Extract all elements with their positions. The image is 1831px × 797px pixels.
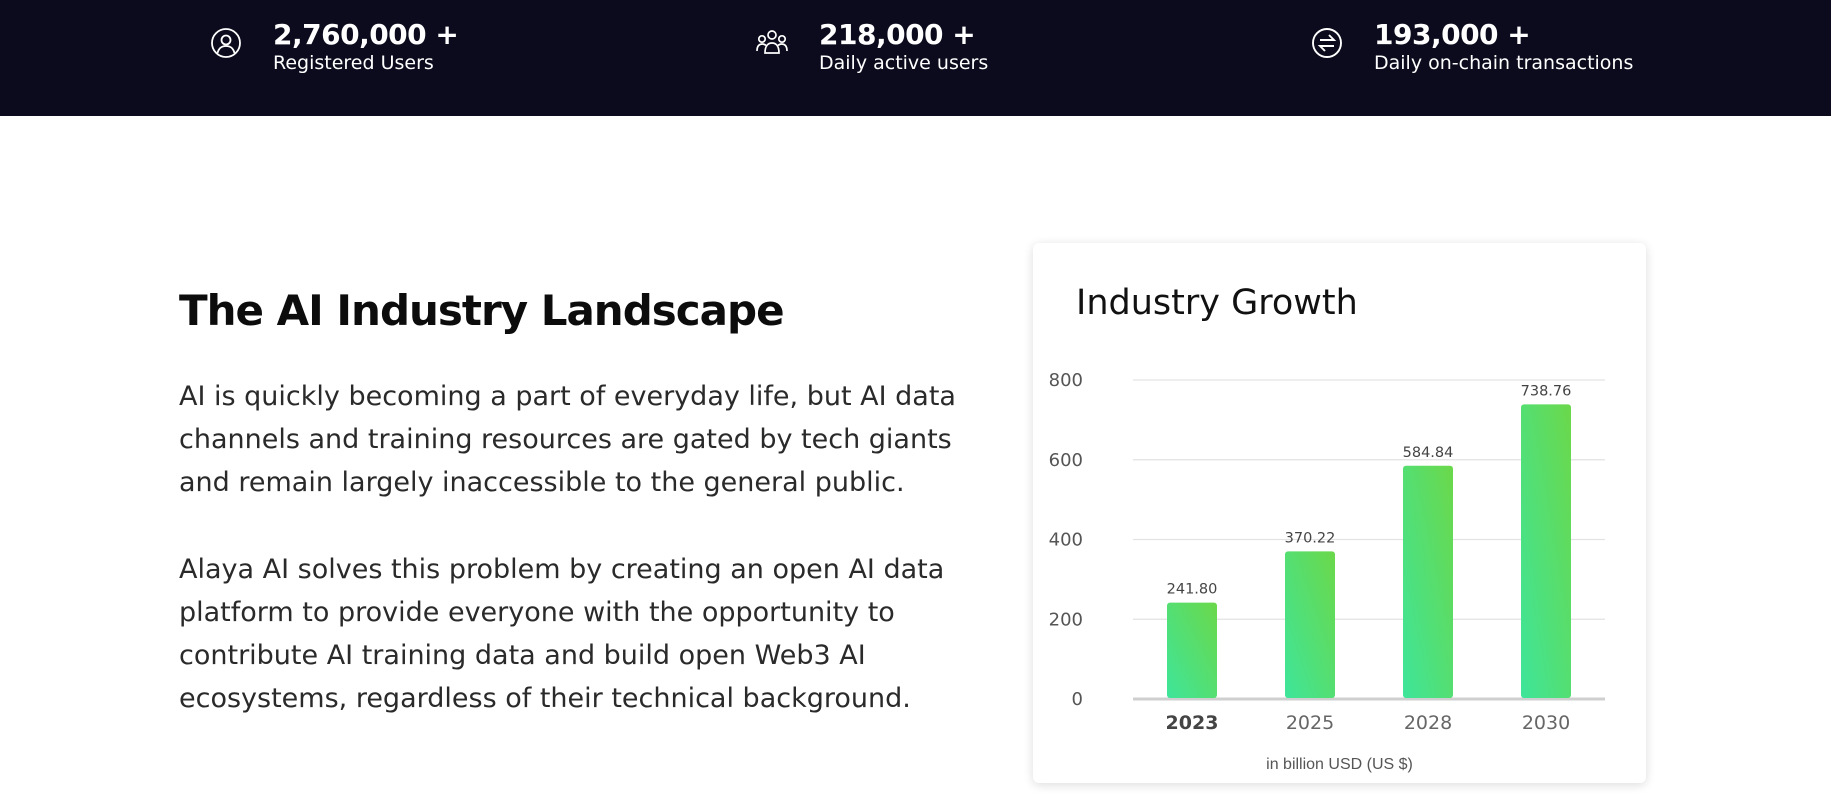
intro-paragraph: AI is quickly becoming a part of everyda… bbox=[179, 381, 956, 498]
exchange-icon bbox=[1310, 26, 1344, 60]
bar bbox=[1285, 551, 1335, 698]
x-tick-label: 2023 bbox=[1166, 712, 1219, 734]
industry-growth-chart: 0 200 400 600 800 241.80 2023 370.22 2025 584.84 2… bbox=[1049, 370, 1605, 734]
y-tick-label: 200 bbox=[1049, 609, 1083, 630]
section-title: The AI Industry Landscape bbox=[179, 286, 785, 335]
stat-daily-active-users: 218,000 + Daily active users bbox=[755, 18, 988, 74]
bar bbox=[1403, 465, 1453, 698]
chart-caption: in billion USD (US $) bbox=[1266, 756, 1413, 773]
y-tick-label: 0 bbox=[1072, 689, 1083, 710]
bar bbox=[1521, 404, 1571, 698]
bar-value-label: 738.76 bbox=[1521, 383, 1572, 399]
y-tick-label: 400 bbox=[1049, 530, 1083, 551]
stat-label: Registered Users bbox=[273, 52, 434, 74]
stat-value: 218,000 + bbox=[819, 18, 976, 51]
stat-label: Daily active users bbox=[819, 52, 989, 74]
stat-daily-transactions: 193,000 + Daily on-chain transactions bbox=[1310, 18, 1633, 74]
y-tick-label: 800 bbox=[1049, 370, 1083, 391]
bar-value-label: 370.22 bbox=[1285, 530, 1336, 546]
industry-growth-card: Industry Growth 0 200 400 600 800 241.80 2023 3… bbox=[1033, 243, 1646, 783]
stats-bar: 2,760,000 + Registered Users 218,000 + D… bbox=[0, 0, 1831, 116]
chart-title: Industry Growth bbox=[1076, 283, 1358, 323]
y-tick-label: 600 bbox=[1049, 450, 1083, 471]
user-circle-icon bbox=[209, 26, 243, 60]
stat-value: 193,000 + bbox=[1374, 18, 1531, 51]
users-group-icon bbox=[755, 26, 789, 60]
solution-paragraph: Alaya AI solves this problem by creating… bbox=[179, 554, 945, 714]
x-tick-label: 2030 bbox=[1522, 712, 1570, 734]
stat-value: 2,760,000 + bbox=[273, 18, 459, 51]
bar bbox=[1167, 602, 1217, 698]
x-tick-label: 2025 bbox=[1286, 712, 1334, 734]
stat-registered-users: 2,760,000 + Registered Users bbox=[209, 18, 459, 74]
stat-label: Daily on-chain transactions bbox=[1374, 52, 1634, 74]
bar-value-label: 241.80 bbox=[1167, 582, 1218, 598]
bar-value-label: 584.84 bbox=[1403, 445, 1454, 461]
x-tick-label: 2028 bbox=[1404, 712, 1452, 734]
